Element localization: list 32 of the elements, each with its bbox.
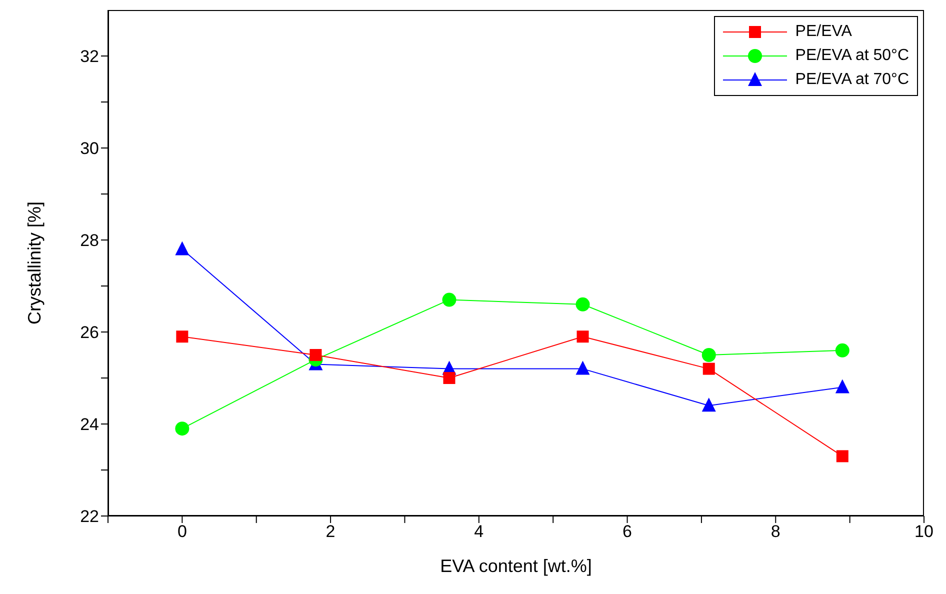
x-tick-label: 2 [326, 522, 336, 542]
point [835, 379, 850, 394]
point [576, 297, 590, 312]
x-tick-label: 8 [770, 522, 780, 542]
point [702, 348, 716, 362]
y-tick-label: 32 [80, 47, 99, 66]
point [702, 362, 715, 375]
x-tick-label: 0 [177, 522, 187, 542]
point [442, 292, 456, 307]
y-tick-label: 22 [80, 507, 99, 526]
point [576, 330, 589, 343]
legend-label: PE/EVA at 70°C [795, 71, 909, 89]
point [835, 343, 850, 358]
point [310, 349, 322, 361]
point [175, 422, 190, 436]
y-tick-label: 30 [80, 139, 99, 158]
point [443, 372, 456, 384]
legend-label: PE/EVA at 50°C [795, 47, 909, 65]
point [702, 398, 716, 412]
point [175, 241, 190, 256]
x-tick-label: 6 [622, 522, 632, 542]
x-tick-label: 10 [914, 522, 934, 542]
point [836, 450, 848, 462]
y-axis-title: Crystallinity [%] [24, 201, 44, 325]
x-axis-title: EVA content [wt.%] [440, 556, 592, 576]
point [176, 330, 188, 343]
point [576, 360, 590, 375]
legend-label: PE/EVA [795, 23, 852, 41]
y-tick-label: 24 [80, 415, 99, 434]
x-tick-label: 4 [474, 522, 484, 542]
y-tick-label: 26 [80, 323, 99, 342]
y-tick-label: 28 [80, 231, 99, 250]
